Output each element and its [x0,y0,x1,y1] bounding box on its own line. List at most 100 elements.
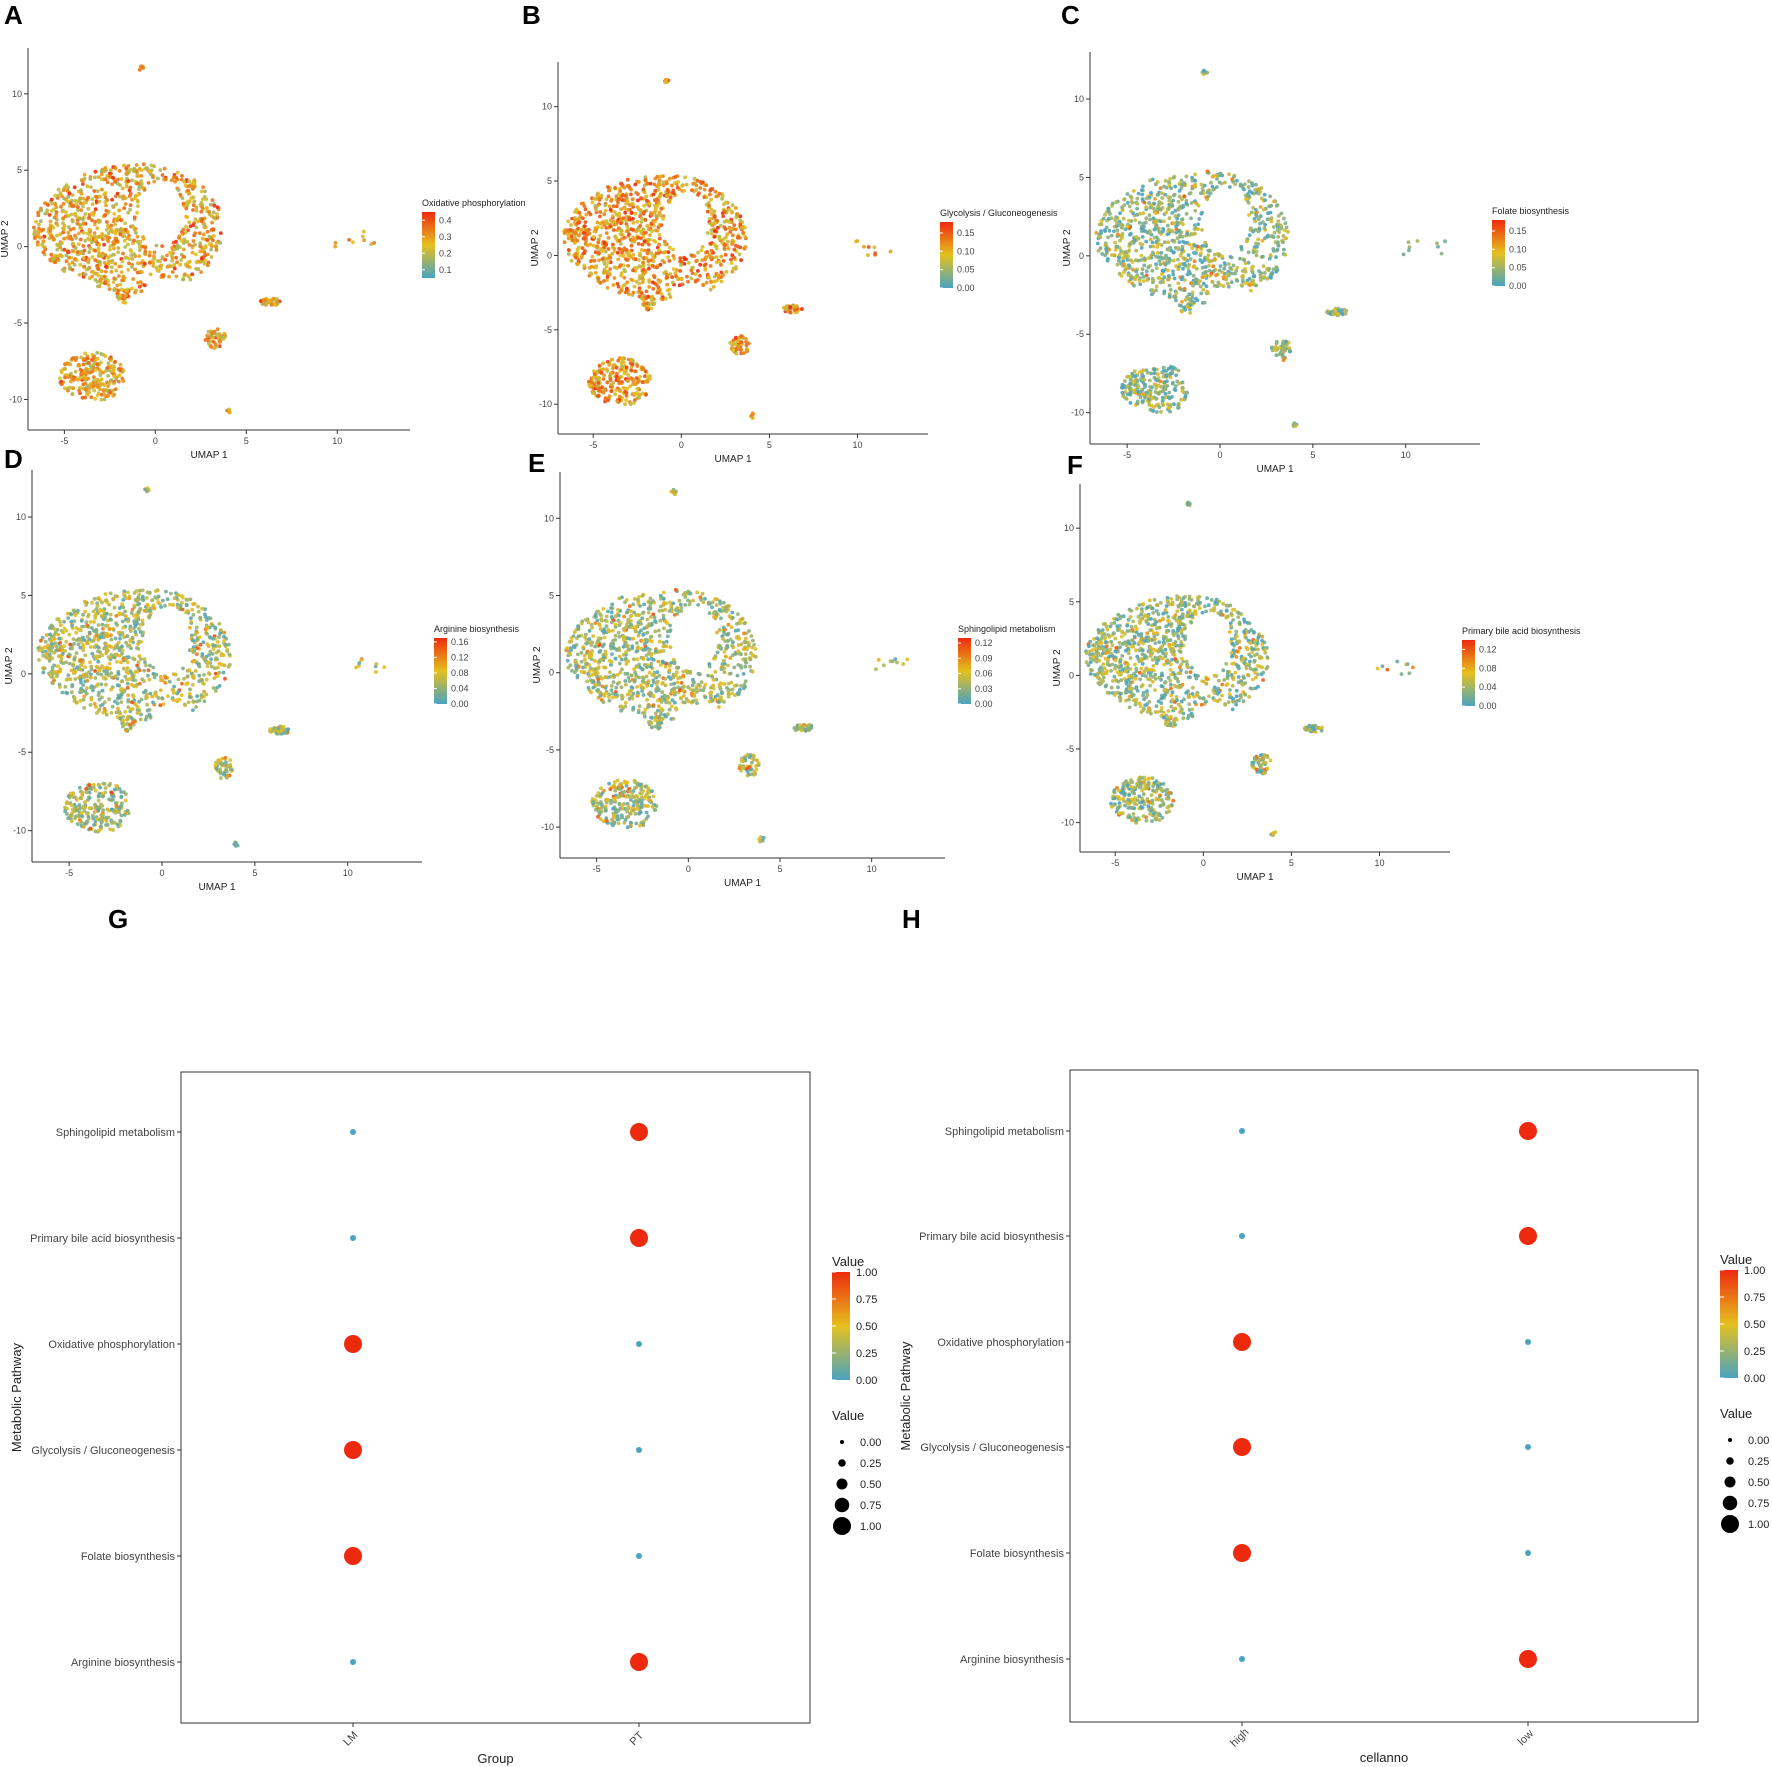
cell-point [115,218,120,223]
cell-point [99,177,104,182]
cell-point [81,256,86,260]
cell-point [604,219,609,223]
cell-point [607,188,612,193]
cell-point [107,661,112,666]
cell-point [130,286,134,291]
cell-point [1215,185,1219,189]
cell-point [101,609,106,613]
cell-point [85,384,90,388]
cell-point [199,209,204,214]
cell-point [185,239,190,244]
cell-point [1213,257,1217,261]
cell-point [191,650,196,655]
cell-point [1107,228,1112,233]
cell-point [96,267,101,271]
cell-point [611,204,616,209]
cell-point [215,241,219,245]
cell-point [1185,305,1190,309]
cell-point [63,214,68,219]
cell-point [643,217,648,222]
cell-point [83,653,88,658]
cell-point [654,213,658,218]
cell-point [800,307,804,311]
cell-point [597,364,602,368]
cell-point [158,703,163,708]
cell-point [1166,240,1171,245]
y-axis-label: UMAP 2 [530,229,541,266]
cell-point [668,195,673,200]
cell-point [117,611,122,616]
cell-point [626,263,630,268]
y-tick-label: 0 [547,250,552,260]
cell-point [723,200,728,205]
cell-point [1151,216,1156,221]
cell-point [123,300,127,305]
cell-point [127,594,132,599]
cell-point [213,666,217,670]
cell-point [105,235,110,239]
cell-point [132,591,137,595]
cell-point [96,250,101,255]
cell-point [48,258,53,263]
cell-point [152,179,157,184]
cell-point [872,245,877,250]
cell-point [183,183,188,188]
cell-point [1269,273,1274,277]
cell-point [87,215,92,220]
cell-point [1258,214,1263,219]
cell-point [1274,339,1279,344]
cell-point [105,600,110,605]
cell-point [721,259,726,263]
cell-point [80,371,85,376]
cell-point [614,365,619,370]
cell-point [94,367,98,372]
cell-point [221,653,226,658]
cell-point [96,175,101,179]
cell-point [81,196,86,201]
cell-point [173,179,177,184]
cell-point [1276,235,1281,239]
cell-point [85,392,89,397]
cell-point [576,221,580,225]
cell-point [96,284,100,289]
cell-point [1171,221,1176,226]
cell-point [139,261,144,265]
cell-point [181,595,185,600]
cell-point [103,592,108,596]
cell-point [575,262,580,266]
cell-point [162,166,167,171]
cell-point [160,696,165,701]
cell-point [110,197,114,202]
cell-point [1135,206,1139,211]
cell-point [667,259,672,263]
cell-point [139,657,143,661]
cell-point [113,699,117,704]
cell-point [58,242,62,246]
cell-point [1184,201,1189,206]
cell-point [1272,230,1277,235]
cell-point [70,623,74,628]
cell-point [150,598,155,603]
cell-point [636,242,641,246]
cell-point [601,390,606,395]
cell-point [205,263,210,268]
cell-point [146,668,151,673]
cell-point [1274,348,1279,353]
cell-point [1164,210,1169,215]
cell-point [1262,207,1266,212]
cell-point [81,672,86,677]
cell-point [78,667,83,672]
cell-point [75,638,79,643]
cell-point [99,682,104,687]
cell-point [212,203,217,208]
cell-point [136,617,141,622]
cell-point [1140,235,1145,239]
cell-point [124,293,128,298]
cell-point [63,375,67,380]
cell-point [675,185,680,190]
cell-point [1240,277,1245,281]
cell-point [639,216,644,221]
cell-point [624,398,628,402]
cell-point [1129,209,1133,214]
